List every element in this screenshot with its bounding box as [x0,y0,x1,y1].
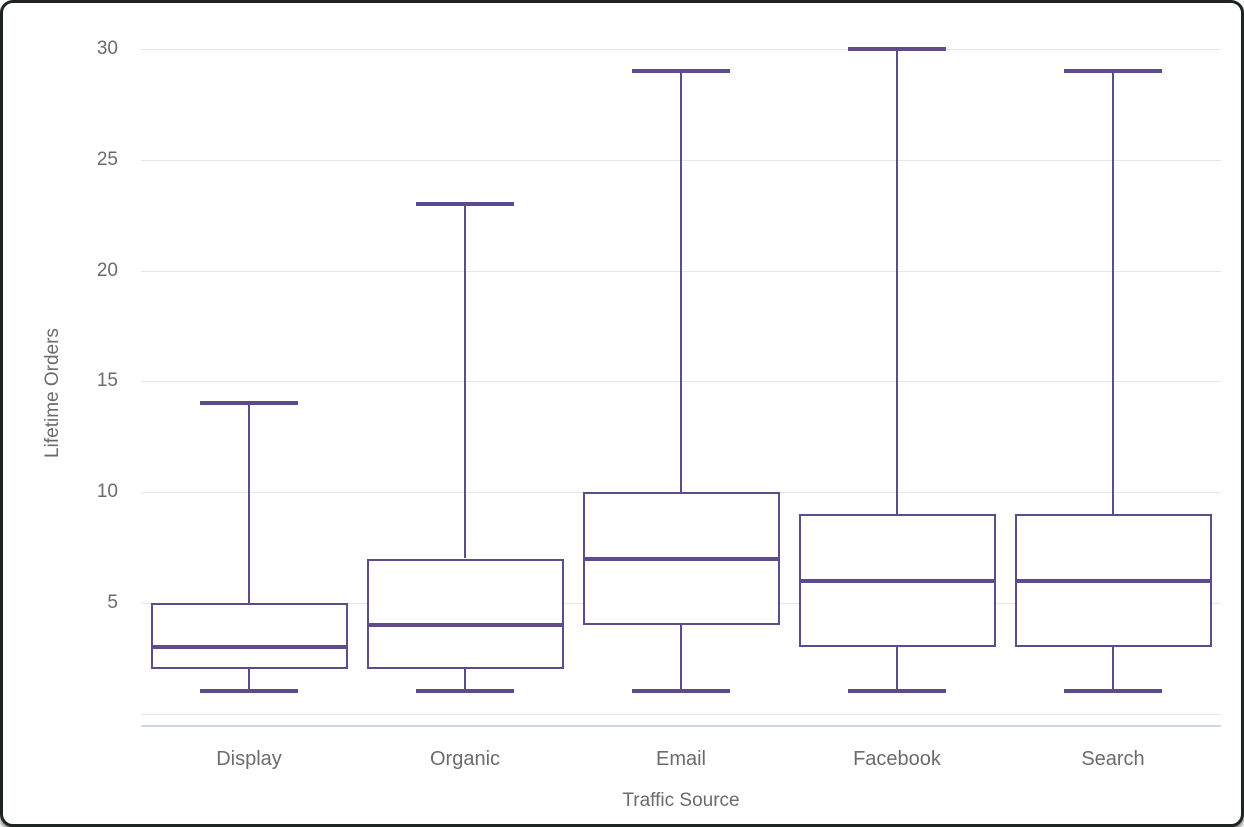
whisker-cap-min-display [200,689,298,694]
whisker-cap-max-display [200,401,298,406]
x-tick-label-organic: Organic [429,748,501,770]
whisker-stem-top-display [248,403,250,603]
whisker-cap-max-facebook [848,47,946,51]
y-tick-label: 25 [96,148,118,170]
whisker-stem-top-email [680,71,682,492]
zero-gridline [141,713,1221,715]
y-tick-label: 30 [96,38,118,59]
median-organic [366,622,564,627]
whisker-cap-max-organic [416,202,514,207]
x-tick-label-email: Email [655,748,706,770]
whisker-stem-bottom-search [1112,647,1114,692]
median-search [1014,578,1212,583]
y-tick-label: 15 [96,370,118,392]
y-tick-label: 10 [96,481,118,502]
whisker-cap-min-search [1064,689,1162,694]
whisker-cap-max-search [1064,69,1162,74]
whisker-cap-min-facebook [848,689,946,694]
boxplot-chart: Lifetime Orders Traffic Source 5 10 15 20 25… [3,3,1241,824]
x-tick-label-search: Search [1081,748,1145,770]
y-tick-label: 5 [107,591,118,613]
y-tick-label: 20 [96,259,118,281]
whisker-stem-bottom-display [248,669,250,692]
whisker-stem-top-organic [464,204,466,559]
y-axis-title: Lifetime Orders [42,328,63,458]
whisker-stem-bottom-facebook [896,647,898,692]
x-tick-label-display: Display [216,748,282,770]
x-tick-label-facebook: Facebook [853,748,941,770]
whisker-cap-min-organic [416,689,514,694]
median-facebook [798,578,996,583]
box-display[interactable] [150,602,348,670]
x-axis-line [141,724,1221,727]
x-axis-title: Traffic Source [622,790,740,811]
whisker-stem-bottom-organic [464,669,466,692]
median-email [582,556,780,561]
whisker-stem-top-search [1112,71,1114,515]
whisker-stem-bottom-email [680,624,682,692]
gridline-30 [141,49,1221,50]
whisker-stem-top-facebook [896,49,898,515]
whisker-cap-min-email [632,689,730,694]
box-organic[interactable] [366,558,564,670]
median-display [150,645,348,649]
whisker-cap-max-email [632,69,730,74]
